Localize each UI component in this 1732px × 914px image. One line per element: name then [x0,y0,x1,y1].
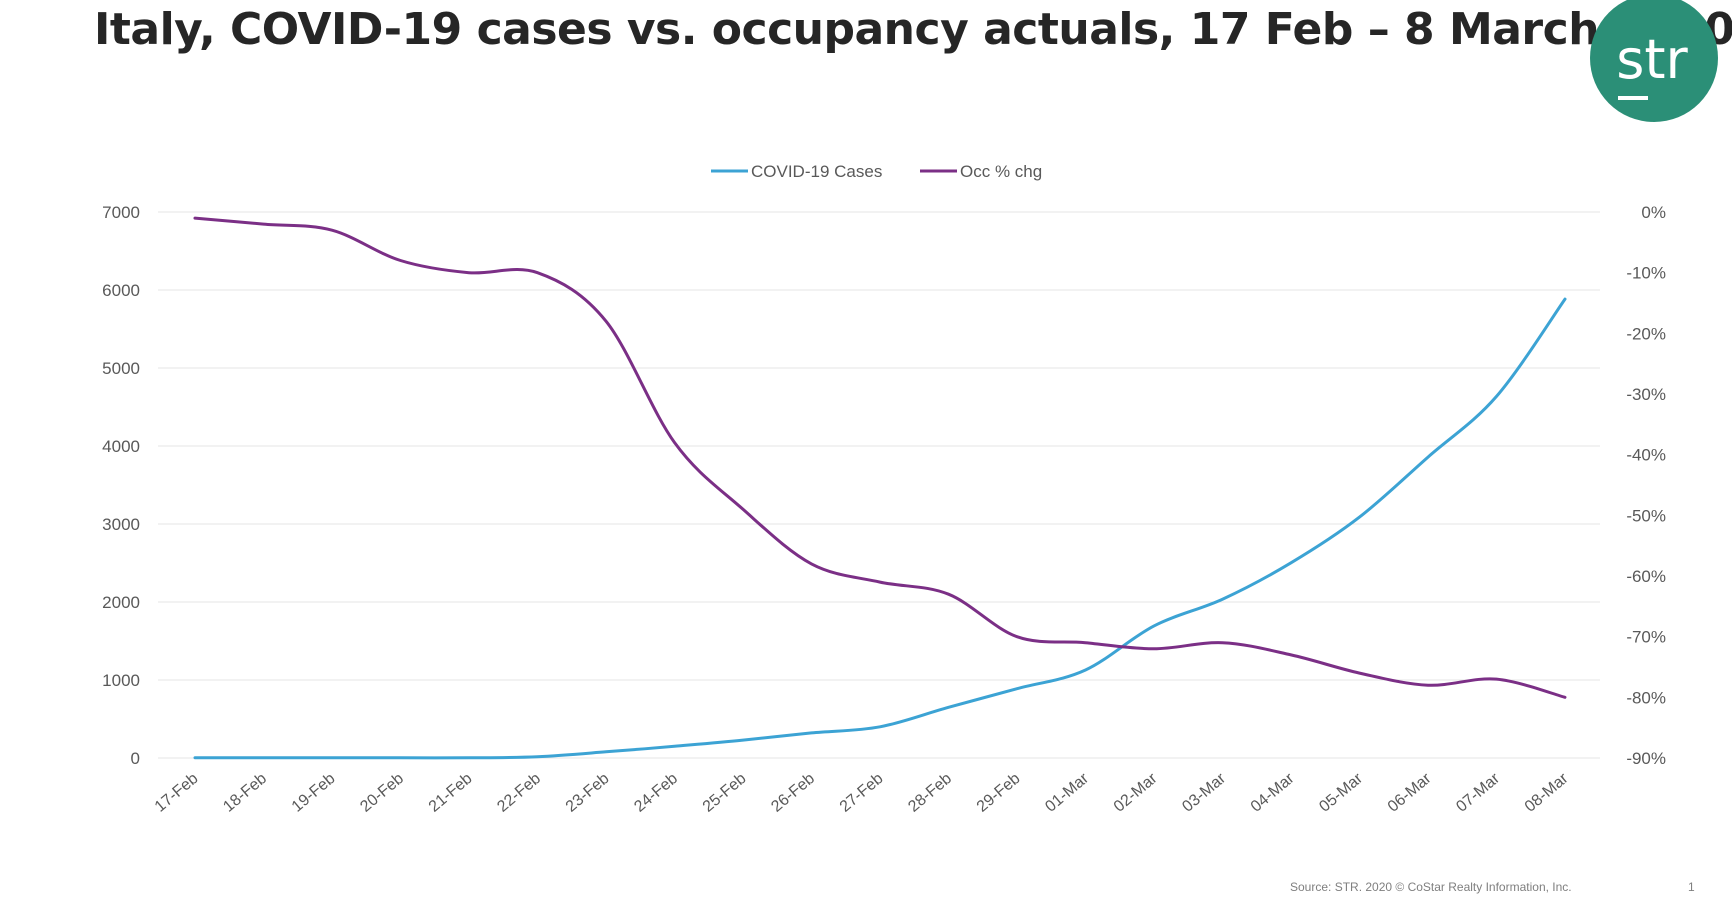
legend-label-occupancy: Occ % chg [960,162,1042,181]
x-tick-label: 04-Mar [1248,770,1298,816]
page-number: 1 [1688,880,1695,894]
x-tick-label: 21-Feb [426,770,476,816]
x-tick-label: 05-Mar [1316,770,1366,816]
x-tick-label: 28-Feb [905,770,955,816]
left-tick-label: 7000 [102,203,140,222]
right-tick-label: 0% [1641,203,1666,222]
x-tick-label: 18-Feb [220,770,270,816]
series-line-occupancy [193,216,1567,699]
x-tick-label: 24-Feb [631,770,681,816]
chart: 0 1000 2000 3000 4000 5000 6000 7000 0% -10% -20%… [102,162,1666,816]
x-tick-label: 27-Feb [837,770,887,816]
right-tick-label: -40% [1626,446,1666,465]
logo-circle [1590,0,1718,122]
right-tick-label: -80% [1626,688,1666,707]
x-tick-label: 06-Mar [1385,770,1435,816]
grid-lines [158,211,1600,759]
logo-text: str [1616,28,1688,91]
x-tick-label: 26-Feb [768,770,818,816]
x-tick-label: 22-Feb [494,770,544,816]
logo-underline [1618,96,1648,100]
x-tick-label: 08-Mar [1522,770,1572,816]
series-lines [193,216,1567,760]
str-logo: str [1590,0,1718,122]
right-tick-label: -90% [1626,749,1666,768]
left-tick-label: 5000 [102,359,140,378]
left-tick-label: 4000 [102,437,140,456]
left-axis-ticks: 0 1000 2000 3000 4000 5000 6000 7000 [102,203,140,768]
series-line-cases [193,297,1567,760]
legend: COVID-19 Cases Occ % chg [711,162,1042,181]
x-tick-label: 17-Feb [152,770,202,816]
right-tick-label: -60% [1626,567,1666,586]
x-tick-label: 25-Feb [700,770,750,816]
left-tick-label: 3000 [102,515,140,534]
right-axis-ticks: 0% -10% -20% -30% -40% -50% -60% -70% -80% -90% [1626,203,1666,768]
left-tick-label: 1000 [102,671,140,690]
x-tick-label: 23-Feb [563,770,613,816]
x-tick-label: 01-Mar [1042,770,1092,816]
left-tick-label: 2000 [102,593,140,612]
legend-label-cases: COVID-19 Cases [751,162,882,181]
x-tick-label: 20-Feb [357,770,407,816]
x-tick-label: 19-Feb [289,770,339,816]
x-tick-label: 29-Feb [974,770,1024,816]
right-tick-label: -50% [1626,506,1666,525]
right-tick-label: -30% [1626,385,1666,404]
right-tick-label: -70% [1626,628,1666,647]
x-tick-label: 03-Mar [1179,770,1229,816]
x-axis-ticks: 17-Feb 18-Feb 19-Feb 20-Feb 21-Feb 22-Feb 23-F… [152,770,1572,816]
right-tick-label: -20% [1626,324,1666,343]
right-tick-label: -10% [1626,264,1666,283]
left-tick-label: 0 [131,749,140,768]
x-tick-label: 07-Mar [1453,770,1503,816]
x-tick-label: 02-Mar [1111,770,1161,816]
source-note: Source: STR. 2020 © CoStar Realty Inform… [1290,880,1572,894]
slide-title: Italy, COVID-19 cases vs. occupancy actu… [94,4,1732,55]
left-tick-label: 6000 [102,281,140,300]
